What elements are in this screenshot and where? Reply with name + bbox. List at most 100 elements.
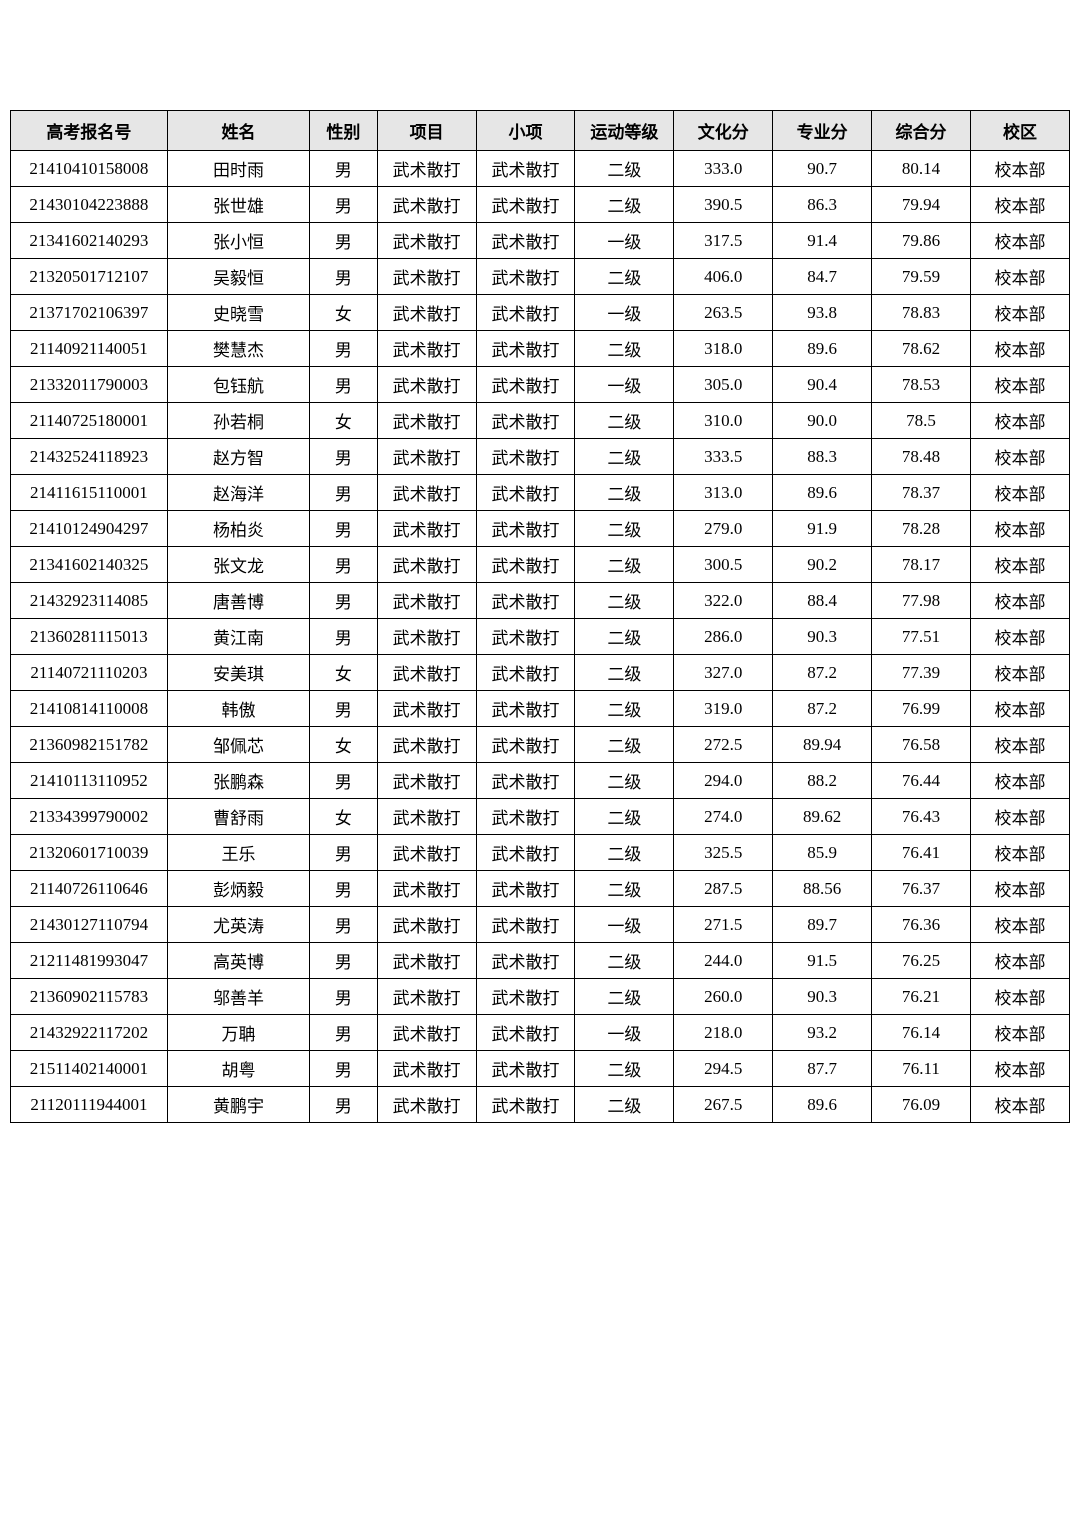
table-row: 21140721110203安美琪女武术散打武术散打二级327.087.277.… bbox=[11, 655, 1070, 691]
cell-gender: 男 bbox=[310, 187, 378, 223]
cell-campus: 校本部 bbox=[970, 295, 1069, 331]
cell-campus: 校本部 bbox=[970, 655, 1069, 691]
cell-grade: 二级 bbox=[575, 835, 674, 871]
cell-total: 79.59 bbox=[872, 259, 971, 295]
cell-gender: 男 bbox=[310, 367, 378, 403]
cell-total: 76.14 bbox=[872, 1015, 971, 1051]
cell-total: 78.48 bbox=[872, 439, 971, 475]
cell-gender: 男 bbox=[310, 1051, 378, 1087]
cell-project: 武术散打 bbox=[377, 655, 476, 691]
cell-campus: 校本部 bbox=[970, 763, 1069, 799]
cell-id: 21410410158008 bbox=[11, 151, 168, 187]
table-row: 21432524118923赵方智男武术散打武术散打二级333.588.378.… bbox=[11, 439, 1070, 475]
cell-grade: 二级 bbox=[575, 439, 674, 475]
cell-prof: 90.2 bbox=[773, 547, 872, 583]
table-row: 21430104223888张世雄男武术散打武术散打二级390.586.379.… bbox=[11, 187, 1070, 223]
cell-prof: 89.6 bbox=[773, 331, 872, 367]
table-row: 21341602140325张文龙男武术散打武术散打二级300.590.278.… bbox=[11, 547, 1070, 583]
cell-name: 赵方智 bbox=[167, 439, 309, 475]
header-name: 姓名 bbox=[167, 111, 309, 151]
cell-grade: 二级 bbox=[575, 151, 674, 187]
cell-culture: 406.0 bbox=[674, 259, 773, 295]
cell-id: 21411615110001 bbox=[11, 475, 168, 511]
cell-id: 21320501712107 bbox=[11, 259, 168, 295]
cell-gender: 女 bbox=[310, 403, 378, 439]
cell-project: 武术散打 bbox=[377, 871, 476, 907]
cell-total: 78.28 bbox=[872, 511, 971, 547]
cell-project: 武术散打 bbox=[377, 187, 476, 223]
cell-id: 21341602140325 bbox=[11, 547, 168, 583]
cell-gender: 男 bbox=[310, 223, 378, 259]
header-gender: 性别 bbox=[310, 111, 378, 151]
cell-total: 78.17 bbox=[872, 547, 971, 583]
cell-project: 武术散打 bbox=[377, 295, 476, 331]
cell-total: 78.62 bbox=[872, 331, 971, 367]
header-total: 综合分 bbox=[872, 111, 971, 151]
cell-gender: 男 bbox=[310, 871, 378, 907]
cell-campus: 校本部 bbox=[970, 223, 1069, 259]
cell-grade: 一级 bbox=[575, 223, 674, 259]
cell-prof: 87.2 bbox=[773, 655, 872, 691]
cell-campus: 校本部 bbox=[970, 979, 1069, 1015]
cell-campus: 校本部 bbox=[970, 1015, 1069, 1051]
header-prof: 专业分 bbox=[773, 111, 872, 151]
cell-total: 77.39 bbox=[872, 655, 971, 691]
cell-project: 武术散打 bbox=[377, 763, 476, 799]
cell-culture: 263.5 bbox=[674, 295, 773, 331]
cell-culture: 313.0 bbox=[674, 475, 773, 511]
cell-prof: 84.7 bbox=[773, 259, 872, 295]
table-row: 21410410158008田时雨男武术散打武术散打二级333.090.780.… bbox=[11, 151, 1070, 187]
table-row: 21511402140001胡粤男武术散打武术散打二级294.587.776.1… bbox=[11, 1051, 1070, 1087]
cell-total: 76.99 bbox=[872, 691, 971, 727]
table-row: 21410124904297杨柏炎男武术散打武术散打二级279.091.978.… bbox=[11, 511, 1070, 547]
cell-id: 21140721110203 bbox=[11, 655, 168, 691]
table-row: 21360982151782邹佩芯女武术散打武术散打二级272.589.9476… bbox=[11, 727, 1070, 763]
header-culture: 文化分 bbox=[674, 111, 773, 151]
cell-campus: 校本部 bbox=[970, 1087, 1069, 1123]
cell-grade: 二级 bbox=[575, 727, 674, 763]
cell-prof: 88.4 bbox=[773, 583, 872, 619]
cell-gender: 男 bbox=[310, 151, 378, 187]
cell-culture: 294.5 bbox=[674, 1051, 773, 1087]
cell-culture: 333.5 bbox=[674, 439, 773, 475]
header-campus: 校区 bbox=[970, 111, 1069, 151]
cell-id: 21430104223888 bbox=[11, 187, 168, 223]
cell-name: 彭炳毅 bbox=[167, 871, 309, 907]
cell-gender: 女 bbox=[310, 727, 378, 763]
header-project: 项目 bbox=[377, 111, 476, 151]
cell-total: 76.11 bbox=[872, 1051, 971, 1087]
cell-grade: 二级 bbox=[575, 799, 674, 835]
cell-name: 田时雨 bbox=[167, 151, 309, 187]
cell-grade: 二级 bbox=[575, 763, 674, 799]
cell-name: 史晓雪 bbox=[167, 295, 309, 331]
table-row: 21410113110952张鹏森男武术散打武术散打二级294.088.276.… bbox=[11, 763, 1070, 799]
cell-campus: 校本部 bbox=[970, 727, 1069, 763]
cell-project: 武术散打 bbox=[377, 331, 476, 367]
table-header-row: 高考报名号 姓名 性别 项目 小项 运动等级 文化分 专业分 综合分 校区 bbox=[11, 111, 1070, 151]
cell-gender: 男 bbox=[310, 619, 378, 655]
cell-campus: 校本部 bbox=[970, 331, 1069, 367]
cell-total: 76.58 bbox=[872, 727, 971, 763]
cell-sub: 武术散打 bbox=[476, 1051, 575, 1087]
cell-project: 武术散打 bbox=[377, 619, 476, 655]
cell-culture: 274.0 bbox=[674, 799, 773, 835]
header-grade: 运动等级 bbox=[575, 111, 674, 151]
table-row: 21432922117202万聃男武术散打武术散打一级218.093.276.1… bbox=[11, 1015, 1070, 1051]
cell-id: 21341602140293 bbox=[11, 223, 168, 259]
cell-prof: 88.2 bbox=[773, 763, 872, 799]
cell-project: 武术散打 bbox=[377, 1051, 476, 1087]
cell-id: 21140921140051 bbox=[11, 331, 168, 367]
cell-campus: 校本部 bbox=[970, 511, 1069, 547]
cell-campus: 校本部 bbox=[970, 475, 1069, 511]
cell-campus: 校本部 bbox=[970, 907, 1069, 943]
cell-grade: 二级 bbox=[575, 187, 674, 223]
table-row: 21411615110001赵海洋男武术散打武术散打二级313.089.678.… bbox=[11, 475, 1070, 511]
cell-grade: 二级 bbox=[575, 475, 674, 511]
cell-prof: 90.0 bbox=[773, 403, 872, 439]
cell-gender: 男 bbox=[310, 475, 378, 511]
cell-gender: 男 bbox=[310, 1087, 378, 1123]
cell-culture: 322.0 bbox=[674, 583, 773, 619]
cell-id: 21320601710039 bbox=[11, 835, 168, 871]
cell-project: 武术散打 bbox=[377, 727, 476, 763]
cell-project: 武术散打 bbox=[377, 979, 476, 1015]
